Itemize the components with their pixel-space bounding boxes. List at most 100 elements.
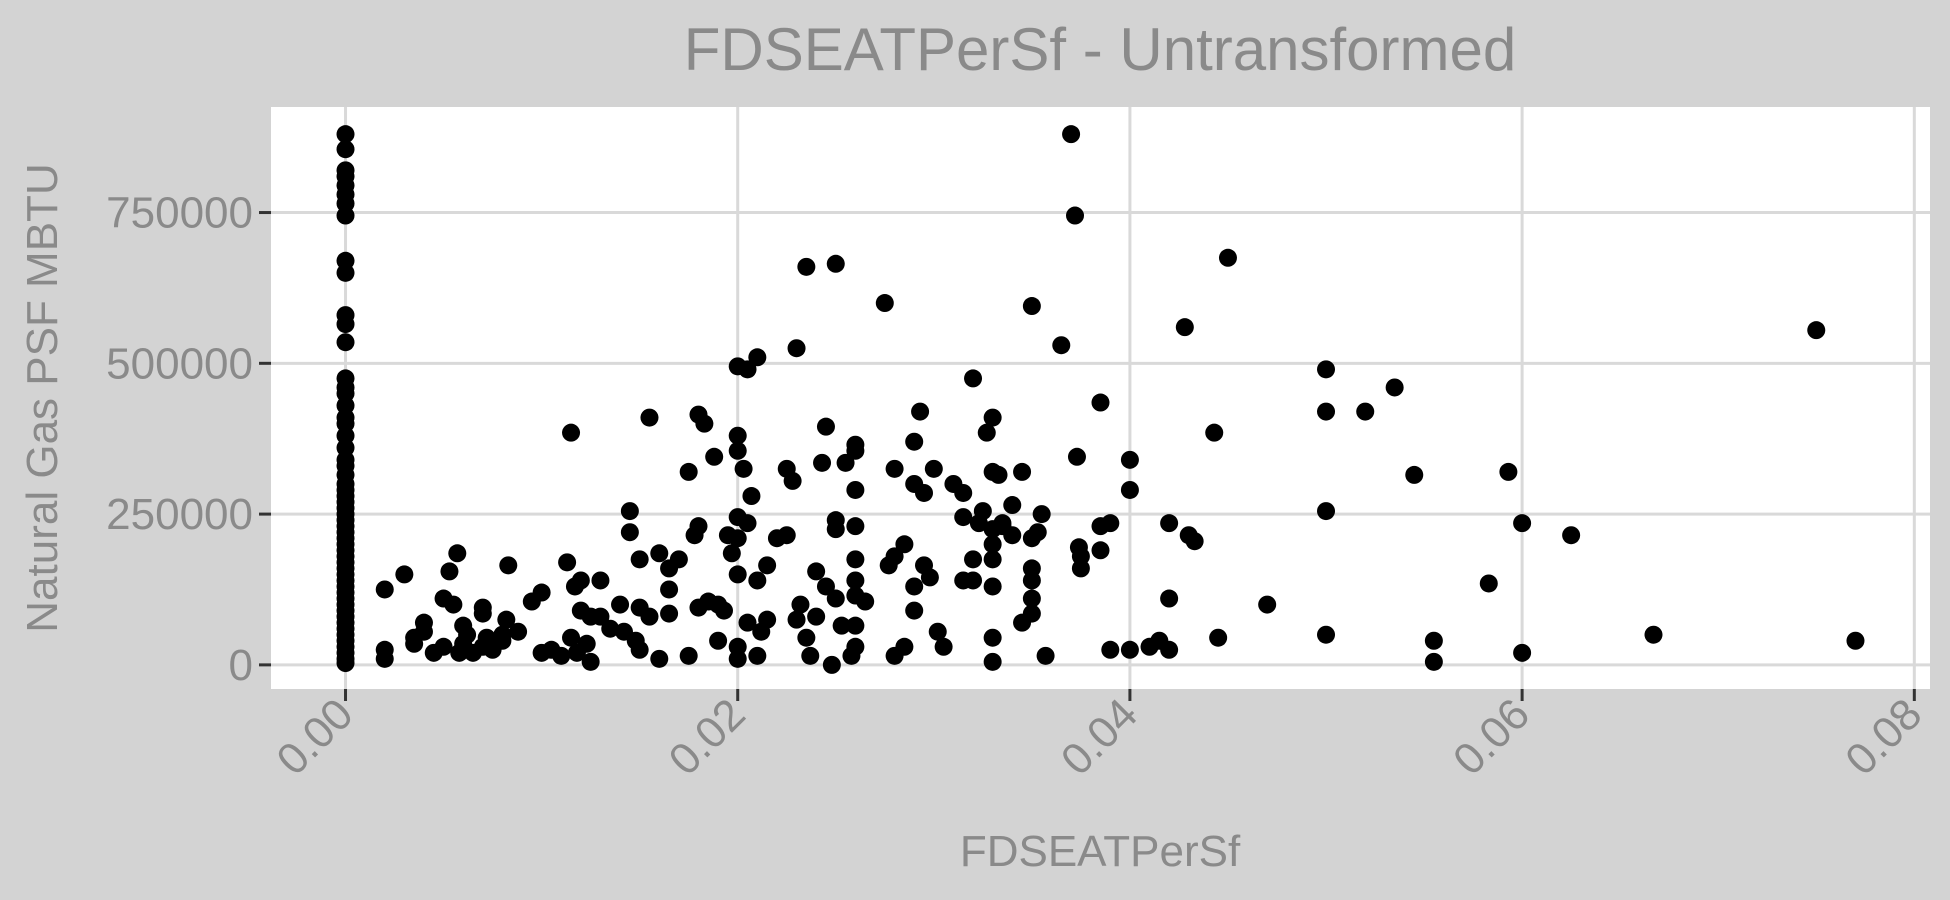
- data-point: [336, 263, 355, 282]
- data-point: [846, 571, 865, 590]
- data-point: [734, 459, 753, 478]
- data-point: [336, 333, 355, 352]
- data-point: [1013, 462, 1032, 481]
- data-point: [1205, 423, 1224, 442]
- data-point: [1028, 523, 1047, 542]
- data-point: [689, 517, 708, 536]
- data-point: [1022, 589, 1041, 608]
- data-point: [1385, 378, 1404, 397]
- data-point: [660, 604, 679, 623]
- data-point: [562, 628, 581, 647]
- data-point: [1175, 318, 1194, 337]
- data-point: [611, 595, 630, 614]
- data-point: [1003, 496, 1022, 515]
- data-point: [885, 459, 904, 478]
- data-point: [1644, 625, 1663, 644]
- data-point: [1052, 336, 1071, 355]
- data-point: [1317, 625, 1336, 644]
- data-point: [983, 535, 1002, 554]
- data-point: [448, 544, 467, 563]
- data-point: [581, 652, 600, 671]
- data-point: [797, 628, 816, 647]
- data-point: [601, 619, 620, 638]
- data-point: [414, 622, 433, 641]
- data-point: [742, 487, 761, 506]
- data-point: [1101, 514, 1120, 533]
- data-point: [911, 402, 930, 421]
- data-point: [1499, 462, 1518, 481]
- data-point: [924, 459, 943, 478]
- data-point: [738, 613, 757, 632]
- data-point: [509, 622, 528, 641]
- data-point: [748, 348, 767, 367]
- data-point: [813, 453, 832, 472]
- data-point: [738, 514, 757, 533]
- data-point: [1160, 514, 1179, 533]
- data-point: [1067, 447, 1086, 466]
- data-point: [895, 637, 914, 656]
- data-point: [983, 628, 1002, 647]
- data-point: [1120, 640, 1139, 659]
- data-point: [822, 655, 841, 674]
- data-point: [444, 595, 463, 614]
- data-point: [630, 640, 649, 659]
- data-point: [1424, 631, 1443, 650]
- data-point: [440, 562, 459, 581]
- data-point: [783, 471, 802, 490]
- data-point: [983, 550, 1002, 569]
- data-point: [705, 447, 724, 466]
- data-point: [1062, 125, 1081, 144]
- data-point: [497, 610, 516, 629]
- data-point: [846, 441, 865, 460]
- data-point: [920, 568, 939, 587]
- data-point: [577, 634, 596, 653]
- data-point: [832, 616, 851, 635]
- data-point: [722, 544, 741, 563]
- data-point: [983, 408, 1002, 427]
- data-point: [787, 339, 806, 358]
- data-point: [816, 577, 835, 596]
- data-point: [973, 502, 992, 521]
- data-point: [791, 595, 810, 614]
- data-points: [336, 125, 1865, 674]
- data-point: [640, 408, 659, 427]
- y-tick-label: 500000: [106, 339, 253, 388]
- data-point: [1317, 402, 1336, 421]
- data-point: [807, 562, 826, 581]
- data-point: [1513, 514, 1532, 533]
- data-point: [336, 140, 355, 159]
- data-point: [964, 550, 983, 569]
- y-tick-label: 250000: [106, 490, 253, 539]
- data-point: [1091, 541, 1110, 560]
- data-point: [1846, 631, 1865, 650]
- data-point: [807, 607, 826, 626]
- data-point: [728, 426, 747, 445]
- data-point: [336, 654, 355, 673]
- data-point: [458, 625, 477, 644]
- data-point: [1209, 628, 1228, 647]
- data-point: [977, 423, 996, 442]
- data-point: [728, 529, 747, 548]
- data-point: [714, 601, 733, 620]
- data-point: [1405, 465, 1424, 484]
- data-point: [709, 631, 728, 650]
- data-point: [1160, 589, 1179, 608]
- data-point: [620, 523, 639, 542]
- data-point: [473, 604, 492, 623]
- data-point: [728, 565, 747, 584]
- data-point: [375, 649, 394, 668]
- data-point: [650, 544, 669, 563]
- data-point: [375, 580, 394, 599]
- data-point: [1120, 450, 1139, 469]
- data-point: [748, 571, 767, 590]
- data-point: [905, 601, 924, 620]
- data-point: [1022, 604, 1041, 623]
- data-point: [836, 453, 855, 472]
- data-point: [856, 592, 875, 611]
- data-point: [826, 520, 845, 539]
- data-point: [846, 517, 865, 536]
- chart-title: FDSEATPerSf - Untransformed: [684, 16, 1516, 83]
- data-point: [993, 514, 1012, 533]
- data-point: [1218, 248, 1237, 267]
